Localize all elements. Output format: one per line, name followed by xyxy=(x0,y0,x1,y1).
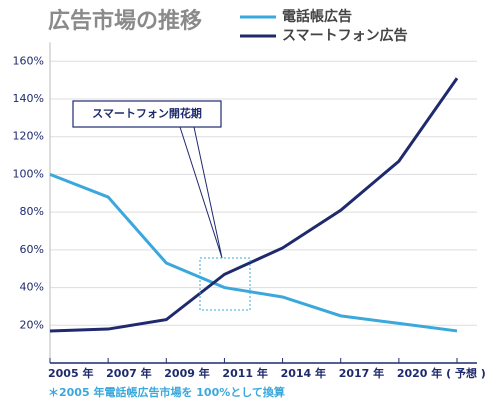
y-tick-label: 120% xyxy=(13,130,44,143)
x-tick-label: 2005 年 xyxy=(48,366,93,380)
highlight-box xyxy=(199,257,251,311)
x-tick-label: 2009 年 xyxy=(164,366,209,380)
x-tick-label: 2007 年 xyxy=(106,366,151,380)
series-line xyxy=(49,77,459,333)
footnote: ＊2005 年電話帳広告市場を 100%として換算 xyxy=(48,385,285,399)
annotation-box xyxy=(72,100,222,128)
x-tick-label: 2020 年 ( 予想 ) xyxy=(397,366,486,380)
y-tick-label: 160% xyxy=(13,54,44,67)
series-line xyxy=(49,173,458,333)
x-tick-label: 2011 年 xyxy=(222,366,267,380)
y-tick-label: 140% xyxy=(13,92,44,105)
x-tick-label: 2017 年 xyxy=(339,366,384,380)
y-tick-label: 40% xyxy=(20,281,44,294)
y-tick-label: 60% xyxy=(20,243,44,256)
chart-title: 広告市場の推移 xyxy=(48,8,202,34)
annotation: スマートフォン開花期 xyxy=(92,106,202,120)
y-tick-label: 100% xyxy=(13,167,44,180)
legend-label: スマートフォン広告 xyxy=(282,27,408,44)
x-tick-label: 2014 年 xyxy=(281,366,326,380)
legend-label: 電話帳広告 xyxy=(282,8,352,25)
y-tick-label: 20% xyxy=(20,318,44,331)
annotation-pointer xyxy=(179,126,223,259)
y-tick-label: 80% xyxy=(20,205,44,218)
